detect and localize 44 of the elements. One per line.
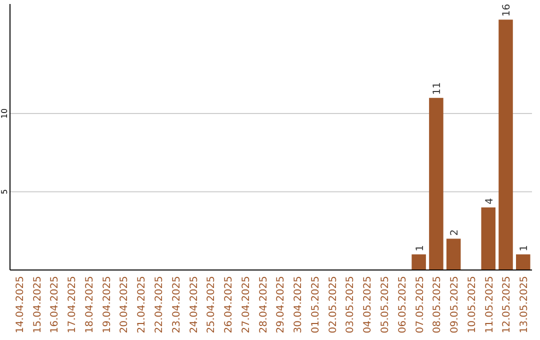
y-tick-label: 5 [0,189,9,194]
data-label: 11 [432,82,444,95]
x-tick-label: 12.05.2025 [502,276,513,334]
bar [446,238,461,270]
x-tick-label: 03.05.2025 [345,276,356,334]
x-tick-label: 11.05.2025 [484,276,496,334]
x-tick-label: 22.04.2025 [154,276,165,334]
bar [412,254,426,270]
x-tick-label: 09.05.2025 [450,276,461,334]
x-tick-label: 01.05.2025 [310,276,322,334]
x-tick-label: 19.04.2025 [102,276,113,334]
x-tick-label: 18.04.2025 [84,276,96,334]
x-tick-label: 02.05.2025 [328,276,339,334]
bar [516,254,530,270]
x-tick-label: 29.04.2025 [276,276,287,334]
x-tick-label: 28.04.2025 [258,276,270,334]
x-tick-label: 27.04.2025 [240,276,252,334]
data-label: 1 [519,244,530,252]
x-tick-label: 06.05.2025 [397,276,408,334]
x-tick-label: 21.04.2025 [136,276,148,334]
data-label: 2 [450,229,461,236]
x-tick-label: 07.05.2025 [414,276,426,334]
x-tick-label: 24.04.2025 [188,276,200,334]
x-tick-label: 20.04.2025 [119,276,130,334]
x-tick-label: 23.04.2025 [171,276,182,334]
bar [481,207,496,270]
x-tick-label: 04.05.2025 [362,276,374,334]
x-tick-label: 10.05.2025 [466,276,478,334]
data-label: 16 [502,4,513,17]
x-tick-label: 05.05.2025 [380,276,392,334]
x-tick-label: 14.04.2025 [14,276,26,334]
x-tick-label: 13.05.2025 [519,276,530,334]
data-label: 1 [414,244,426,252]
x-tick-label: 16.04.2025 [50,276,61,334]
x-tick-label: 26.04.2025 [224,276,235,334]
x-tick-label: 30.04.2025 [293,276,304,334]
data-label: 4 [484,198,496,204]
x-tick-label: 25.04.2025 [206,276,218,334]
y-tick-label: 10 [0,108,9,119]
bar [498,20,513,270]
bar [429,98,444,270]
x-tick-label: 08.05.2025 [432,276,444,334]
x-tick-label: 15.04.2025 [32,276,44,334]
x-tick-label: 17.04.2025 [67,276,78,334]
